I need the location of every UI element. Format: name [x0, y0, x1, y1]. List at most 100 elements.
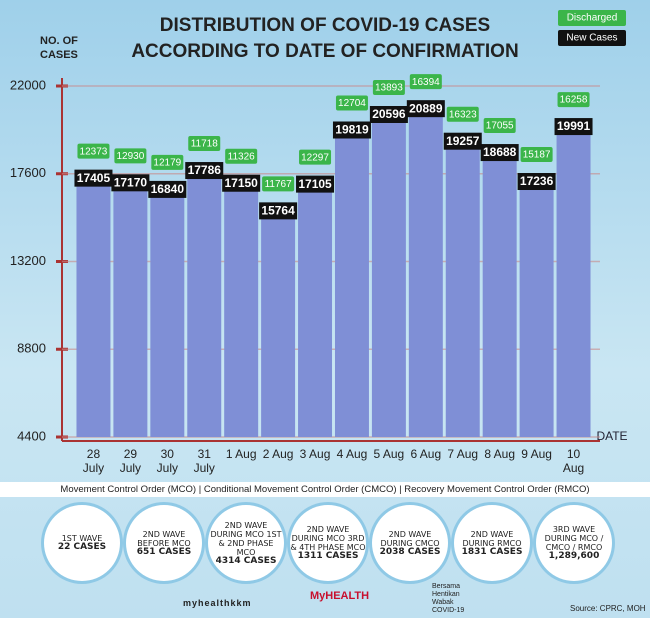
x-tick-label: 10 Aug — [562, 447, 585, 475]
discharged-box — [151, 154, 184, 170]
y-tick-label: 8800 — [17, 341, 46, 356]
wave-title: 3RD WAVE DURING MCO / CMCO / RMCO — [544, 525, 604, 552]
value-label: 19819 — [335, 123, 369, 137]
discharged-box — [225, 148, 258, 164]
legend-swatch — [558, 10, 626, 26]
bar — [371, 114, 406, 437]
discharged-label: 12373 — [80, 146, 108, 157]
discharged-box — [188, 136, 221, 152]
value-label-box — [480, 144, 519, 162]
discharged-label: 16323 — [449, 109, 477, 120]
discharged-label: 15187 — [523, 150, 551, 161]
discharged-box — [483, 118, 516, 134]
bar — [224, 182, 259, 437]
discharged-label: 13893 — [375, 83, 403, 94]
wave-count: 4314 CASES — [215, 555, 277, 566]
bar — [482, 152, 517, 437]
wave-title: 2ND WAVE BEFORE MCO — [137, 529, 191, 548]
wave-circle: 3RD WAVE DURING MCO / CMCO / RMCO 1,289,6… — [536, 505, 612, 581]
discharged-box — [335, 95, 368, 111]
x-tick-label: 28 July — [82, 447, 105, 475]
value-label-box — [74, 169, 113, 187]
value-label: 17786 — [188, 163, 222, 177]
value-label-box — [406, 100, 445, 118]
bar — [519, 181, 554, 437]
x-axis-label: DATE — [596, 429, 627, 443]
y-tick-label: 4400 — [17, 428, 46, 443]
x-tick-label: 7 Aug — [447, 447, 479, 461]
x-tick-label: 8 Aug — [484, 447, 516, 461]
x-tick-label: 29 July — [119, 447, 142, 475]
wave-circle: 2ND WAVE BEFORE MCO 651 CASES — [126, 505, 202, 581]
discharged-box — [372, 80, 405, 96]
y-axis-label: NO. OF CASES — [40, 35, 78, 61]
bar — [556, 126, 591, 437]
discharged-label: 12179 — [153, 158, 181, 169]
discharged-box — [299, 149, 332, 165]
discharged-box — [114, 148, 147, 164]
wave-title: 1ST WAVE — [61, 534, 103, 543]
discharged-box — [409, 74, 442, 90]
wave-count: 2038 CASES — [379, 546, 441, 557]
wave-circle: 2ND WAVE DURING MCO 1ST & 2ND PHASE MCO 4… — [208, 505, 284, 581]
discharged-label: 12704 — [338, 98, 366, 109]
value-label: 15764 — [261, 204, 295, 218]
discharged-label: 12297 — [301, 152, 329, 163]
bar — [445, 140, 480, 437]
bar — [150, 188, 185, 437]
chart-title: DISTRIBUTION OF COVID-19 CASES — [160, 15, 490, 36]
x-tick-label: 5 Aug — [373, 447, 405, 461]
value-label-box — [369, 106, 408, 124]
discharged-box — [520, 147, 553, 163]
bar — [261, 210, 296, 437]
discharged-box — [262, 176, 295, 192]
value-label: 17105 — [298, 177, 332, 191]
x-tick-label: 1 Aug — [225, 447, 257, 461]
x-tick-label: 4 Aug — [336, 447, 368, 461]
bar — [298, 183, 333, 437]
wave-circle: 2ND WAVE DURING CMCO 2038 CASES — [372, 505, 448, 581]
legend-label: New Cases — [566, 33, 617, 44]
wave-count: 651 CASES — [136, 546, 192, 557]
x-tick-label: 31 July — [193, 447, 215, 475]
legend-label: Discharged — [567, 13, 618, 24]
bar — [76, 177, 111, 437]
mco-legend: Movement Control Order (MCO) | Condition… — [0, 482, 650, 497]
value-label-box — [148, 180, 187, 198]
discharged-label: 11326 — [228, 151, 256, 162]
value-label-box — [222, 174, 261, 192]
value-label: 17236 — [520, 174, 554, 188]
value-label-box — [185, 162, 224, 180]
value-label-box — [517, 173, 556, 191]
bar — [334, 129, 369, 437]
value-label: 20596 — [372, 107, 406, 121]
y-tick-label: 13200 — [10, 253, 46, 268]
value-label-box — [259, 202, 298, 220]
wave-count: 1,289,600 — [548, 551, 600, 561]
wave-circle: 2ND WAVE DURING MCO 3RD & 4TH PHASE MCO 1… — [290, 505, 366, 581]
value-label: 17150 — [224, 176, 258, 190]
value-label: 20889 — [409, 101, 443, 115]
discharged-label: 12930 — [116, 151, 144, 162]
wave-circle: 1ST WAVE 22 CASES — [44, 505, 120, 581]
wave-circle: 2ND WAVE DURING RMCO 1831 CASES — [454, 505, 530, 581]
legend-swatch — [558, 30, 626, 46]
y-tick-label: 22000 — [10, 77, 46, 92]
campaign: Bersama Hentikan Wabak COVID-19 — [432, 583, 465, 614]
x-tick-label: 6 Aug — [410, 447, 442, 461]
discharged-label: 11767 — [265, 179, 293, 190]
bar — [113, 182, 148, 437]
x-tick-label: 30 July — [156, 447, 178, 475]
discharged-label: 11718 — [191, 139, 219, 150]
value-label-box — [296, 175, 335, 193]
value-label-box — [332, 121, 371, 139]
wave-title: 2ND WAVE DURING RMCO — [462, 529, 522, 548]
value-label: 18688 — [483, 145, 517, 159]
x-tick-label: 3 Aug — [299, 447, 331, 461]
wave-count: 22 CASES — [57, 542, 107, 552]
bar — [408, 108, 443, 438]
x-tick-label: 9 Aug — [521, 447, 552, 461]
value-label-box — [443, 132, 482, 150]
x-tick-label: 2 Aug — [262, 447, 294, 461]
